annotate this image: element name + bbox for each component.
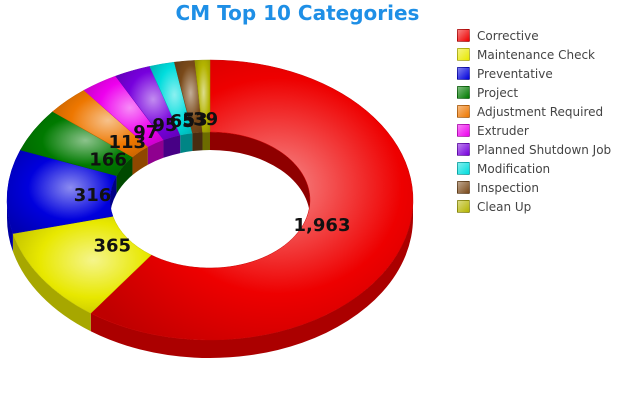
data-label-project: 166 [89,149,127,170]
data-label-adjustment-required: 113 [109,132,147,153]
slice-side-maintenance-check [12,233,91,332]
slice-inner-planned-shutdown-job [163,135,181,158]
data-label-maintenance-check: 365 [94,235,132,256]
data-label-preventative: 316 [74,185,112,206]
legend-label: Clean Up [477,199,532,214]
data-label-corrective: 1,963 [294,215,351,236]
data-label-modification: 65 [170,111,195,132]
legend-label: Modification [477,161,551,176]
legend-item-preventative[interactable]: Preventative [457,64,611,83]
legend-item-clean-up[interactable]: Clean Up [457,197,611,216]
legend-label: Extruder [477,123,529,138]
legend-swatch [457,67,470,80]
slice-inner-clean-up [202,132,210,151]
slice-clean-up[interactable] [194,59,211,133]
legend-item-project[interactable]: Project [457,83,611,102]
legend-swatch [457,143,470,156]
data-label-planned-shutdown-job: 95 [152,115,177,136]
legend-swatch [457,181,470,194]
legend-swatch [457,124,470,137]
slice-side-corrective [90,200,413,358]
legend-swatch [457,86,470,99]
slice-inner-preventative [110,175,117,218]
chart-title: CM Top 10 Categories [175,1,420,25]
legend-item-inspection[interactable]: Inspection [457,178,611,197]
legend-item-planned-shutdown-job[interactable]: Planned Shutdown Job [457,140,611,159]
legend-swatch [457,29,470,42]
slice-inner-project [116,157,133,194]
slice-inner-inspection [192,132,203,152]
slice-corrective[interactable] [90,59,414,341]
legend-label: Planned Shutdown Job [477,142,612,157]
legend-item-modification[interactable]: Modification [457,159,611,178]
legend-label: Maintenance Check [477,47,596,62]
slice-side-preventative [6,200,13,252]
data-label-inspection: 53 [183,109,208,130]
legend-swatch [457,105,470,118]
slice-inner-corrective [210,132,310,218]
legend-label: Project [477,85,519,100]
data-label-clean-up: 39 [193,109,218,130]
slice-inner-adjustment-required [132,146,148,176]
legend-item-extruder[interactable]: Extruder [457,121,611,140]
data-label-extruder: 97 [133,122,158,143]
legend-label: Corrective [477,28,539,43]
legend-swatch [457,200,470,213]
legend-label: Preventative [477,66,553,81]
legend-swatch [457,162,470,175]
legend-item-adjustment-required[interactable]: Adjustment Required [457,102,611,121]
legend: Corrective Maintenance Check Preventative P… [457,26,611,216]
legend-label: Inspection [477,180,539,195]
slice-inner-modification [180,133,193,154]
legend-item-maintenance-check[interactable]: Maintenance Check [457,45,611,64]
slice-inner-extruder [147,139,164,165]
legend-label: Adjustment Required [477,104,604,119]
legend-item-corrective[interactable]: Corrective [457,26,611,45]
legend-swatch [457,48,470,61]
